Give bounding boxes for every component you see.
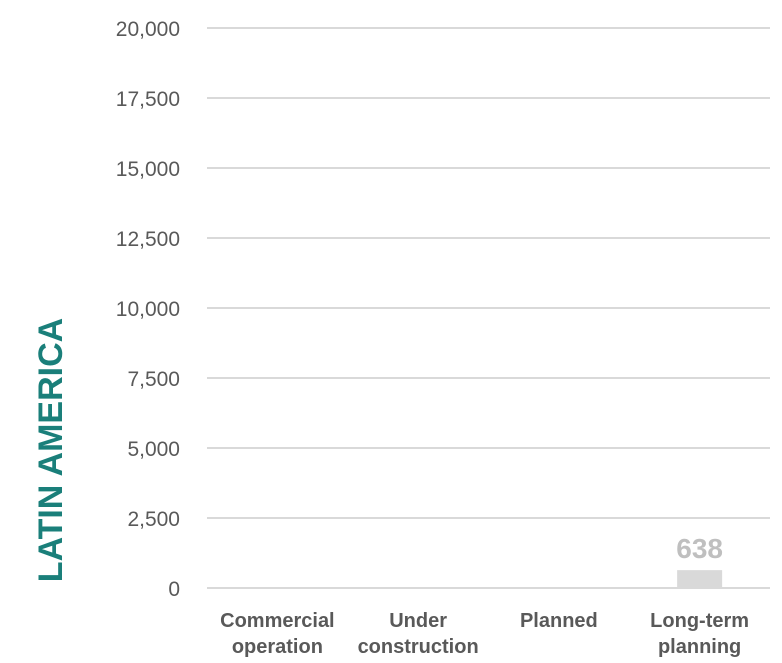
x-category-label: Planned [520,610,598,632]
data-labels: 638 [676,533,723,564]
y-tick-label: 7,500 [127,368,180,391]
y-tick-label: 20,000 [116,18,180,41]
x-category-label: Commercial operation [220,610,335,658]
x-axis-categories: Commercial operation Under construction Plan… [220,610,749,658]
bars [677,570,723,588]
y-axis-ticks: 0 2,500 5,000 7,500 10,000 12,500 15,000 17,500… [116,18,180,601]
y-tick-label: 0 [168,578,180,601]
region-title: LATIN AMERICA [32,318,70,582]
gridlines [207,27,770,589]
y-tick-label: 12,500 [116,228,180,251]
y-tick-label: 2,500 [127,508,180,531]
y-tick-label: 15,000 [116,158,180,181]
bar [677,570,723,588]
x-category-label: Long-term planning [650,610,749,658]
x-category-label: Under construction [358,610,479,658]
data-label: 638 [676,533,723,564]
y-tick-label: 10,000 [116,298,180,321]
y-tick-label: 17,500 [116,88,180,111]
y-tick-label: 5,000 [127,438,180,461]
